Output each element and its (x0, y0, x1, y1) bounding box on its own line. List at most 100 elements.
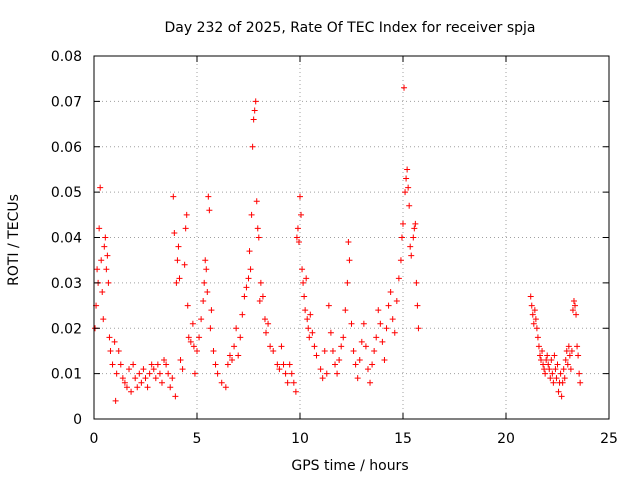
data-point (171, 229, 178, 236)
data-point (408, 252, 415, 259)
data-point (387, 288, 394, 295)
data-point (562, 357, 569, 364)
chart-title: Day 232 of 2025, Rate Of TEC Index for r… (164, 20, 535, 36)
data-point (98, 257, 105, 264)
y-tick-label: 0.06 (51, 140, 82, 156)
data-point (154, 361, 161, 368)
data-point (205, 193, 212, 200)
data-point (575, 352, 582, 359)
data-point (245, 275, 252, 282)
data-point (288, 370, 295, 377)
data-point (207, 325, 214, 332)
data-point (377, 320, 384, 327)
data-point (561, 375, 568, 382)
data-point (549, 370, 556, 377)
data-point (173, 279, 180, 286)
data-point (542, 370, 549, 377)
data-point (163, 361, 170, 368)
data-point (96, 225, 103, 232)
data-point (546, 366, 553, 373)
data-point (301, 293, 308, 300)
data-point (158, 379, 165, 386)
data-point (179, 366, 186, 373)
data-point (286, 361, 293, 368)
data-point (167, 384, 174, 391)
data-point (235, 352, 242, 359)
data-point (559, 379, 566, 386)
data-point (290, 379, 297, 386)
data-point (259, 293, 266, 300)
data-point (373, 334, 380, 341)
data-point (201, 279, 208, 286)
data-point (231, 343, 238, 350)
data-point (406, 202, 413, 209)
data-point (295, 239, 302, 246)
data-point (156, 370, 163, 377)
data-point (545, 361, 552, 368)
x-tick-label: 15 (394, 431, 412, 447)
data-point (398, 234, 405, 241)
data-point (544, 352, 551, 359)
data-point (323, 370, 330, 377)
data-point (109, 361, 116, 368)
data-point (572, 302, 579, 309)
data-point (569, 307, 576, 314)
data-point (113, 370, 120, 377)
data-point (530, 320, 537, 327)
data-point (176, 275, 183, 282)
data-point (325, 302, 332, 309)
data-point (332, 361, 339, 368)
data-point (293, 234, 300, 241)
data-point (282, 370, 289, 377)
data-point (103, 266, 110, 273)
data-point (560, 366, 567, 373)
data-point (97, 184, 104, 191)
y-tick-label: 0.03 (51, 276, 82, 292)
y-axis-label: ROTI / TECUs (6, 194, 22, 286)
data-point (534, 334, 541, 341)
data-point (412, 220, 419, 227)
data-point (169, 375, 176, 382)
data-point (130, 361, 137, 368)
data-point (102, 234, 109, 241)
data-point (284, 379, 291, 386)
data-point (190, 343, 197, 350)
data-point (342, 307, 349, 314)
data-point (344, 279, 351, 286)
data-point (389, 316, 396, 323)
data-point (385, 302, 392, 309)
data-point (358, 338, 365, 345)
data-point (541, 366, 548, 373)
data-point (303, 275, 310, 282)
data-point (224, 361, 231, 368)
data-point (246, 248, 253, 255)
data-point (531, 307, 538, 314)
data-point (395, 275, 402, 282)
data-point (300, 279, 307, 286)
data-point (148, 361, 155, 368)
data-point (401, 84, 408, 91)
data-point (539, 347, 546, 354)
data-point (554, 361, 561, 368)
data-point (410, 234, 417, 241)
data-point (214, 370, 221, 377)
y-tick-label: 0.05 (51, 185, 82, 201)
data-point (106, 334, 113, 341)
x-tick-label: 0 (90, 431, 99, 447)
data-point (111, 338, 118, 345)
data-point (553, 375, 560, 382)
y-tick-label: 0.04 (51, 231, 82, 247)
data-point (411, 225, 418, 232)
data-point (204, 288, 211, 295)
data-point (552, 366, 559, 373)
data-point (254, 225, 261, 232)
data-point (407, 243, 414, 250)
data-point (400, 220, 406, 227)
data-point (107, 347, 114, 354)
data-point (101, 243, 108, 250)
data-point (248, 211, 255, 218)
data-point (142, 375, 149, 382)
data-point (568, 347, 575, 354)
data-point (551, 352, 558, 359)
data-point (218, 379, 225, 386)
